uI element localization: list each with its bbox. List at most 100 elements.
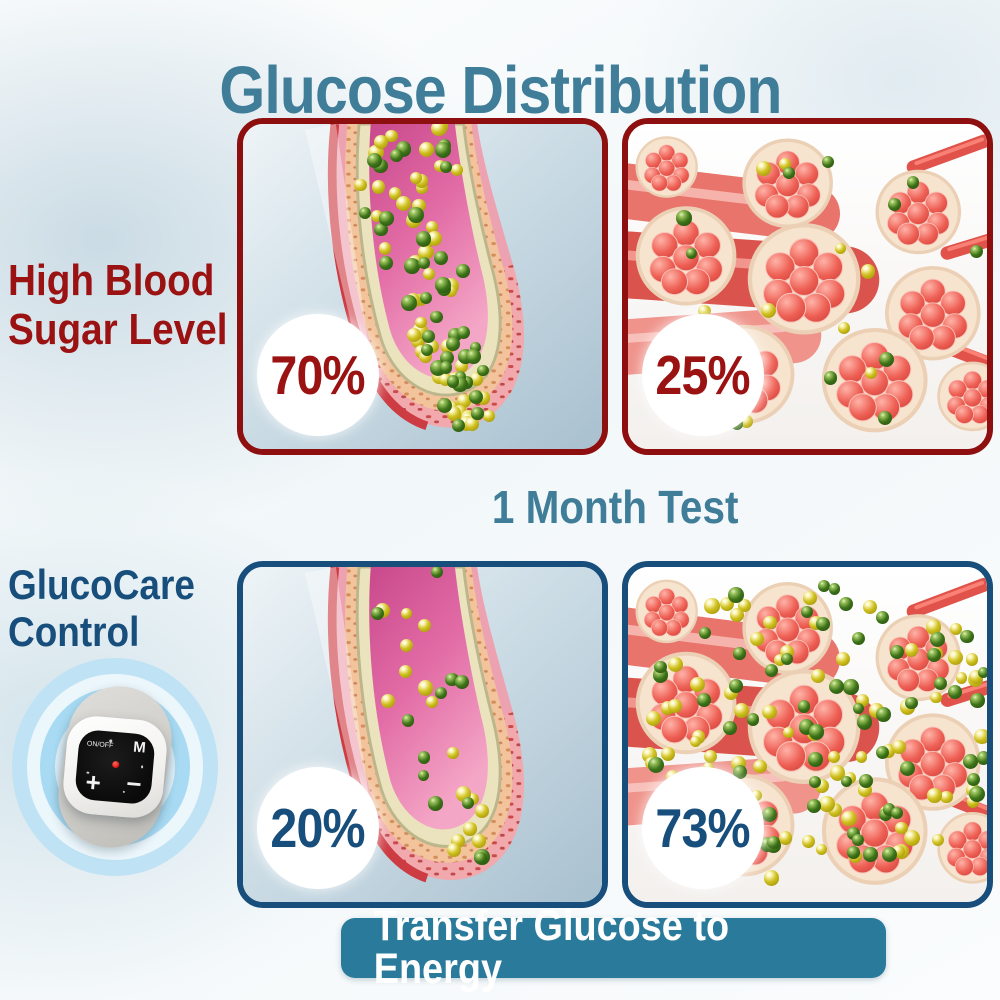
panel-muscle-fibers-glucocare: 73% [622, 561, 993, 908]
glucose-yellow-dot [750, 789, 763, 802]
mode-label: M [132, 738, 147, 757]
glucose-green-dot [471, 407, 484, 420]
glucose-green-dot [875, 610, 889, 624]
glucose-green-dot [878, 411, 893, 426]
minus-button-label: − [125, 768, 143, 800]
glucose-green-dot [422, 330, 435, 343]
glucose-green-dot [366, 152, 383, 169]
glucose-yellow-dot [927, 788, 942, 803]
glucose-green-dot [801, 605, 814, 618]
glucose-green-dot [828, 583, 841, 595]
glucose-yellow-dot [450, 163, 463, 176]
glucose-yellow-dot [378, 242, 392, 255]
glucose-green-dot [699, 626, 712, 639]
glucose-green-dot [374, 222, 389, 237]
glucose-green-dot [858, 774, 874, 789]
glucose-yellow-dot [778, 831, 793, 845]
glucose-yellow-dot [704, 750, 718, 763]
glucose-yellow-dot [939, 790, 953, 804]
glucose-yellow-dot [925, 619, 942, 636]
transfer-glucose-banner: Transfer Glucose to Energy [341, 905, 886, 991]
panel-muscle-fibers-high-sugar: 25% [622, 118, 993, 455]
glucose-green-dot [747, 713, 760, 726]
glucose-green-dot [435, 276, 451, 293]
glucose-dots-layer [243, 124, 602, 449]
glucose-green-dot [416, 231, 432, 247]
glucose-green-dot [847, 846, 860, 859]
glucose-yellow-dot [427, 230, 442, 246]
screen-tick [109, 739, 112, 743]
muscle-fibers-art [628, 124, 987, 449]
glucose-green-dot [852, 833, 865, 846]
glucose-yellow-dot [400, 607, 412, 620]
glucose-green-dot [875, 745, 890, 760]
glucose-green-dot [469, 341, 482, 354]
glucocare-device-image: ON/OFF M + − [12, 658, 218, 876]
glucose-green-dot [962, 753, 979, 770]
glucose-green-dot [822, 155, 835, 168]
percentage-badge: 25% [642, 314, 764, 436]
glucose-yellow-dot [475, 804, 489, 818]
glucose-yellow-dot [763, 616, 777, 630]
glucose-yellow-dot [834, 242, 847, 255]
glucose-yellow-dot [417, 619, 431, 633]
glucose-green-dot [446, 374, 460, 388]
glucose-green-dot [378, 256, 393, 270]
glucose-green-dot [456, 325, 471, 340]
glucose-yellow-dot [668, 699, 683, 713]
glucose-yellow-dot [801, 835, 815, 848]
glucose-green-dot [686, 247, 698, 260]
glucose-yellow-dot [973, 728, 987, 745]
device-screen: ON/OFF M + − [74, 728, 156, 806]
glucose-green-dot [966, 772, 981, 786]
glucose-green-dot [404, 258, 420, 274]
glucose-green-dot [843, 679, 859, 695]
glucose-green-dot [454, 370, 467, 383]
glucose-green-dot [733, 647, 746, 660]
glucose-yellow-dot [810, 669, 825, 684]
glucose-green-dot [970, 244, 984, 258]
glucose-green-dot [863, 846, 879, 862]
glucose-green-dot [881, 846, 898, 863]
glucose-green-dot [876, 706, 892, 722]
glucose-yellow-dot [456, 394, 471, 409]
glucose-green-dot [431, 567, 444, 579]
glucose-yellow-dot [760, 302, 777, 318]
glucose-yellow-dot [815, 844, 827, 856]
glucose-green-dot [808, 724, 825, 740]
glucose-yellow-dot [818, 796, 835, 813]
glucose-green-dot [456, 264, 470, 278]
glucose-yellow-dot [689, 736, 702, 748]
glucose-yellow-dot [660, 746, 676, 762]
glucose-yellow-dot [373, 134, 388, 149]
glucose-yellow-dot [472, 833, 487, 848]
glucose-green-dot [417, 751, 431, 764]
glucose-yellow-dot [446, 842, 461, 857]
glucose-yellow-dot [370, 210, 383, 223]
glucose-yellow-dot [465, 417, 480, 432]
glucose-yellow-dot [418, 142, 434, 158]
glucose-yellow-dot [803, 591, 817, 606]
glucose-yellow-dot [966, 653, 979, 666]
glucose-green-dot [428, 796, 443, 811]
glucose-green-dot [390, 148, 404, 162]
glucose-green-dot [767, 836, 781, 850]
glucose-yellow-dot [753, 759, 767, 774]
glucose-green-dot [851, 631, 865, 645]
glucose-yellow-dot [431, 124, 447, 137]
glucose-yellow-dot [410, 171, 423, 185]
glucose-green-dot [808, 751, 823, 767]
glucose-yellow-dot [385, 129, 398, 143]
glucose-yellow-dot [828, 751, 840, 764]
glucose-green-dot [838, 597, 853, 611]
glucose-green-dot [782, 166, 795, 179]
device-unit: ON/OFF M + − [60, 713, 170, 821]
glucose-green-dot [723, 721, 738, 736]
page-title: Glucose Distribution [218, 52, 782, 128]
glucose-green-dot [977, 666, 987, 679]
glucose-green-dot [889, 644, 905, 660]
glucose-yellow-dot [755, 160, 771, 176]
glucose-green-dot [430, 311, 443, 324]
glucose-yellow-dot [761, 704, 777, 720]
glucose-green-dot [761, 807, 777, 823]
